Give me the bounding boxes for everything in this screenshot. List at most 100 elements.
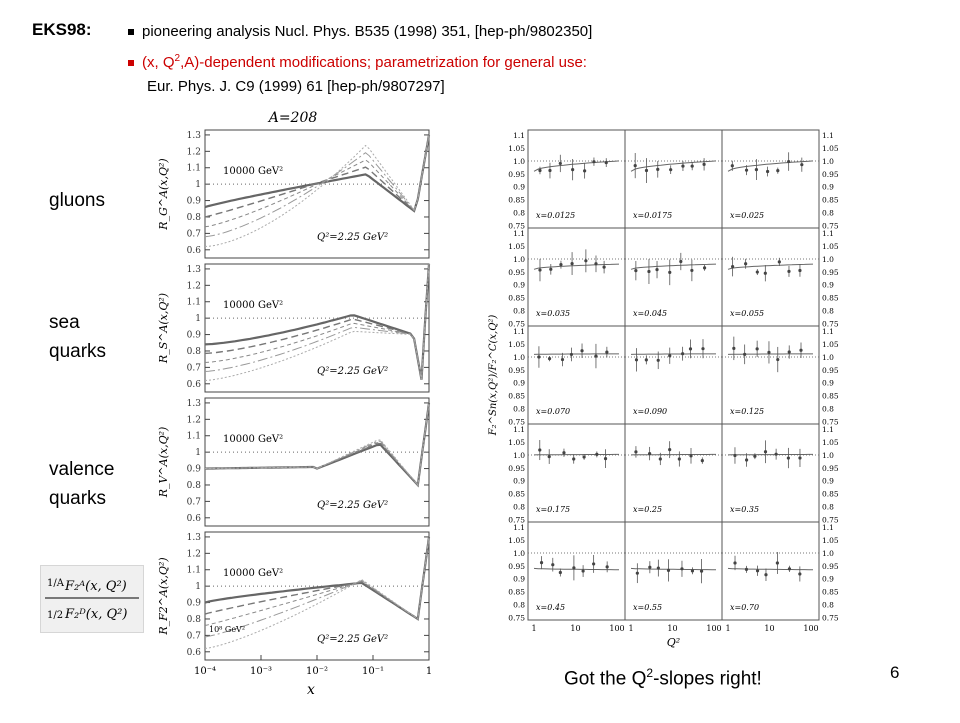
x-tick-label: 100: [609, 624, 624, 633]
y-tick-label: 1.0: [513, 451, 525, 460]
y-tick-label-right: 1.05: [822, 340, 839, 349]
data-point: [570, 262, 574, 266]
data-point: [753, 454, 757, 458]
data-point: [547, 357, 552, 361]
data-point: [669, 168, 673, 172]
data-point: [538, 168, 542, 173]
y-tick-label: 1.2: [187, 147, 201, 157]
x-tick-label: 100: [803, 624, 818, 633]
panel-frame: [204, 397, 430, 527]
x-tick-label: 10⁻¹: [362, 666, 384, 677]
data-point: [777, 260, 781, 264]
data-point: [732, 346, 736, 350]
curve-4: [204, 134, 430, 238]
y-tick-label: 1: [195, 582, 201, 592]
y-tick-label: 0.85: [508, 294, 525, 303]
left-figure-svg: A=208 1.31.21.110.90.80.70.6R_G^A(x,Q²) 1…: [157, 110, 432, 698]
panel-1: 1.3 1.2 1.1 1 0.9 0.8 0.7 0.6 R_G^A(x,Q²) 10000 G…: [157, 129, 431, 259]
y-tick-label: 1.1: [513, 523, 525, 532]
data-point: [581, 569, 585, 573]
y-tick-label: 0.95: [508, 170, 525, 179]
y-tick-label: 0.8: [187, 481, 202, 491]
data-point: [763, 450, 768, 454]
data-point: [743, 352, 747, 356]
data-point: [658, 457, 662, 461]
data-point: [787, 269, 791, 273]
panel-frame: [204, 263, 430, 393]
y-tick-label: 0.7: [187, 229, 202, 239]
data-point: [766, 169, 770, 174]
curve-3: [204, 536, 430, 626]
data-point: [681, 164, 685, 168]
data-point: [690, 268, 694, 273]
y-tick-label: 1.1: [187, 298, 201, 308]
curve-5: [204, 263, 430, 381]
y-tick-label-right: 0.85: [822, 490, 839, 499]
data-point: [537, 355, 541, 359]
data-point: [679, 259, 683, 264]
y-tick-label-right: 0.75: [822, 515, 839, 524]
y-tick-label: 0.95: [508, 268, 525, 277]
y-tick-label-right: 0.9: [822, 477, 834, 486]
data-point: [688, 347, 693, 351]
ratio-formula: 1/A F₂ᴬ(x, Q²) 1/2 F₂ᴰ(x, Q²): [40, 565, 144, 633]
ref2-post: ,A)-dependent modifications; parametriza…: [180, 54, 587, 71]
x-tick-label: 1: [531, 624, 536, 633]
y-tick-label: 0.75: [508, 221, 525, 230]
cell-label: x=0.0125: [536, 211, 575, 220]
x-tick-label: 10⁻⁴: [194, 666, 216, 677]
y-tick-label: 1.1: [187, 566, 201, 576]
cell-label: x=0.35: [730, 505, 759, 514]
y-axis-label: F₂^Sn(x,Q²)/F₂^C(x,Q²): [488, 315, 499, 437]
data-point: [702, 162, 706, 166]
cell-label: x=0.55: [633, 603, 662, 612]
cell-6: x=0.055 1.1 1.05 1.0 0.95 0.9 0.85 0.8 0.75: [721, 227, 839, 328]
cell-5: x=0.045: [624, 227, 723, 327]
fit-curve: [727, 263, 814, 270]
page-number: 6: [890, 663, 900, 682]
x-tick-label: 1: [725, 624, 730, 633]
y-axis-label: R_F2^A(x,Q²): [157, 557, 170, 635]
x-axis-label: x: [307, 682, 315, 698]
data-point: [776, 357, 780, 362]
fit-curve: [630, 160, 717, 172]
data-point: [602, 265, 606, 269]
y-tick-label: 1: [195, 314, 201, 324]
y-tick-label: 1.1: [513, 425, 525, 434]
data-point: [548, 168, 552, 173]
panel-2: 1.3 1.2 1.1 1 0.9 0.8 0.7 0.6 R_S^A(x,Q²) 10000 G…: [157, 263, 431, 393]
figure-title: A=208: [267, 110, 318, 126]
y-tick-label: 0.7: [187, 631, 202, 641]
y-tick-label: 1.3: [187, 131, 202, 141]
frac-a: 1/A: [47, 578, 65, 589]
caption-post: -slopes right!: [653, 668, 762, 690]
curve-1: [204, 263, 431, 380]
cell-4: x=0.035 1.1 1.05 1.0 0.95 0.9 0.85 0.8 0.75: [508, 227, 626, 328]
label-high-q2: 10000 GeV²: [223, 568, 283, 579]
label-low-q2: Q²=2.25 GeV²: [317, 366, 388, 377]
y-tick-label-right: 0.95: [822, 366, 839, 375]
data-point: [633, 164, 637, 168]
ratio-denominator: F₂ᴰ(x, Q²): [64, 607, 127, 622]
data-point: [701, 347, 705, 351]
data-point: [571, 168, 575, 172]
fit-curve: [533, 353, 619, 355]
data-point: [744, 168, 749, 172]
data-point: [787, 350, 791, 354]
data-point: [647, 269, 651, 274]
data-point: [754, 167, 759, 172]
y-tick-label-right: 1.0: [822, 451, 834, 460]
label-low-q2: Q²=2.25 GeV²: [317, 500, 388, 511]
label-valence-1: valence: [49, 459, 115, 480]
curve-5: [204, 536, 430, 649]
y-tick-label-right: 0.9: [822, 281, 834, 290]
reference-line-1: pioneering analysis Nucl. Phys. B535 (19…: [128, 23, 592, 40]
data-point: [594, 354, 598, 358]
data-point: [604, 160, 608, 165]
cell-label: x=0.070: [536, 407, 570, 416]
panel-4: 1.3 1.2 1.1 1 0.9 0.8 0.7 0.6 R_F2^A(x,Q²) 10000 …: [157, 531, 431, 661]
label-sea-1: sea: [49, 312, 80, 333]
y-tick-label-right: 1.1: [822, 425, 834, 434]
data-point: [558, 570, 562, 575]
data-point: [559, 263, 563, 267]
